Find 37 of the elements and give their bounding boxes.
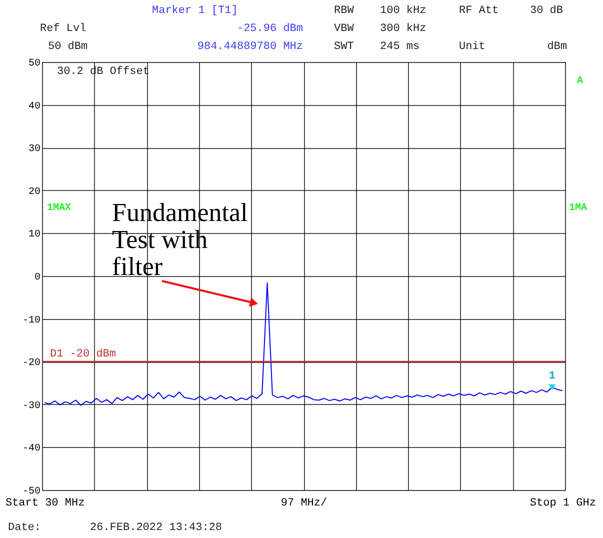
text: 50 dBm [48,41,88,53]
y-tick-label: 10 [28,230,40,241]
text: Marker 1 [T1] [152,5,238,17]
y-tick-label: -20 [22,358,40,370]
text: -25.96 dBm [236,23,304,35]
text: RBW [334,5,354,17]
line-series [44,282,563,406]
x-tick-label: Start 30 MHz [5,498,85,510]
text: 1MA [569,203,588,214]
y-tick-label: 50 [28,58,40,70]
y-tick-label: -10 [22,315,40,326]
text: dBm [547,41,568,53]
text: Unit [459,41,486,53]
y-tick-label: 30 [28,144,40,156]
x-tick-label: 97 MHz/ [280,498,328,510]
text: A [576,76,584,87]
y-tick-label: 20 [28,186,40,198]
annotation: 1MAX [47,203,72,214]
y-tick-label: 40 [28,101,40,112]
ref-line-label: D1 -20 dBm [50,348,116,361]
x-tick-label: Stop 1 GHz [530,498,596,510]
y-tick-label: 0 [34,272,40,284]
y-tick-label: -50 [22,486,40,498]
text: 100 kHz [380,5,426,17]
text: 245 ms [380,41,420,53]
y-tick-label: -30 [22,400,40,412]
y-tick-label: -40 [22,444,40,455]
text: RF Att [459,5,499,17]
text: Ref Lvl [40,23,86,35]
text: 30 dB [530,5,564,17]
text: VBW [334,23,354,35]
text: Date: [8,522,42,534]
text: 26.FEB.2022 13:43:28 [90,522,222,534]
text: 984.44889780 MHz [197,41,303,53]
text: 300 kHz [380,23,426,35]
annotation: 1 [548,370,556,382]
text: SWT [334,41,354,53]
